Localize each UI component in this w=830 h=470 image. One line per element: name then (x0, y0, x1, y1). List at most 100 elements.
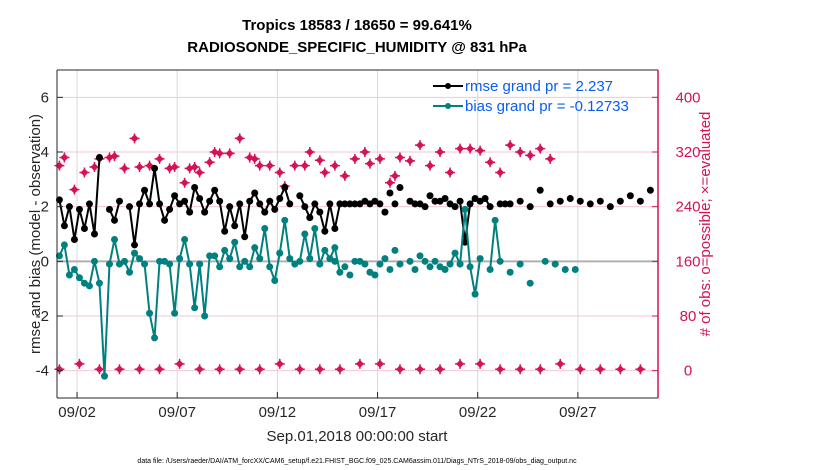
bias-point (131, 249, 139, 257)
obs-evaluated-point (515, 364, 526, 375)
bias-point (201, 312, 209, 320)
bias-point (176, 255, 184, 263)
bias-point (316, 260, 324, 268)
obs-possible-point (194, 167, 205, 178)
rmse-point (236, 200, 244, 208)
bias-point (491, 216, 499, 224)
rmse-point (286, 200, 294, 208)
rmse-point (391, 200, 399, 208)
bias-point (231, 238, 239, 246)
obs-marker-plus (635, 364, 646, 375)
bias-point (186, 260, 194, 268)
obs-marker-plus (384, 177, 395, 188)
obs-marker-plus (359, 147, 370, 157)
bias-point (571, 266, 579, 274)
bias-point (476, 255, 484, 263)
obs-marker-plus (204, 157, 215, 168)
bias-point (411, 266, 419, 274)
obs-marker-plus (194, 167, 205, 178)
rmse-point (216, 197, 224, 205)
obs-marker-plus (74, 358, 85, 369)
obs-evaluated-point (495, 364, 506, 375)
obs-marker-plus (364, 158, 375, 169)
obs-marker-plus (339, 170, 350, 181)
bias-point (100, 372, 108, 380)
x-tick-label: 09/12 (259, 404, 297, 421)
obs-possible-point (525, 150, 536, 161)
bias-point (266, 263, 274, 271)
rmse-point (246, 197, 254, 205)
bias-point (256, 255, 264, 263)
obs-marker-plus (89, 162, 100, 173)
x-tick-label: 09/27 (559, 404, 597, 421)
obs-marker-plus (319, 167, 330, 178)
chart-subtitle: RADIOSONDE_SPECIFIC_HUMIDITY @ 831 hPa (187, 39, 527, 56)
bias-point (471, 290, 479, 298)
obs-marker-plus (475, 358, 486, 369)
obs-evaluated-point (595, 364, 606, 375)
rmse-series (55, 153, 654, 249)
obs-marker-plus (314, 155, 325, 166)
bias-point (506, 268, 514, 276)
rmse-point (646, 186, 654, 194)
y-axis-label: rmse and bias (model - observation) (27, 114, 44, 354)
x-tick-label: 09/22 (459, 404, 497, 421)
obs-marker-plus (615, 364, 626, 375)
rmse-point (80, 225, 88, 233)
bias-point (55, 252, 63, 260)
bias-point (85, 282, 93, 290)
rmse-point (276, 194, 284, 202)
obs-possible-point (224, 148, 235, 159)
obs-marker-plus (535, 143, 546, 154)
obs-marker-plus (374, 153, 385, 164)
rmse-point (396, 184, 404, 192)
rmse-point (316, 208, 324, 216)
obs-marker-plus (54, 160, 65, 171)
obs-marker-plus (415, 140, 426, 151)
obs-marker-plus (289, 160, 300, 171)
obs-possible-point (274, 167, 285, 178)
bias-point (331, 244, 339, 252)
obs-possible-point (415, 140, 426, 151)
bias-point (166, 260, 174, 268)
rmse-point (586, 200, 594, 208)
obs-possible-point (364, 158, 375, 169)
obs-evaluated-point (535, 364, 546, 375)
obs-marker-plus (435, 364, 446, 375)
y2-axis-label: # of obs: o=possible; ×=evaluated (697, 112, 714, 337)
obs-marker-plus (119, 163, 130, 174)
bias-point (451, 249, 459, 257)
bias-point (306, 255, 314, 263)
obs-evaluated-point (334, 364, 345, 375)
obs-possible-point (204, 157, 215, 168)
obs-possible-point (329, 160, 340, 171)
rmse-point (251, 189, 259, 197)
rmse-point (266, 197, 274, 205)
rmse-point (596, 197, 604, 205)
obs-possible-point (475, 145, 486, 156)
bias-point (151, 334, 159, 342)
obs-possible-point (59, 152, 70, 163)
rmse-point (441, 194, 449, 202)
bias-point (90, 257, 98, 265)
rmse-point (306, 214, 314, 222)
bias-point (466, 263, 474, 271)
rmse-point (161, 216, 169, 224)
obs-evaluated-point (435, 364, 446, 375)
bias-point (95, 279, 103, 287)
obs-possible-point (485, 157, 496, 168)
obs-count-series (54, 133, 646, 375)
rmse-point (451, 203, 459, 211)
rmse-point (196, 194, 204, 202)
obs-marker-plus (334, 364, 345, 375)
rmse-point (110, 216, 118, 224)
obs-marker-plus (299, 160, 310, 171)
obs-marker-plus (485, 157, 496, 168)
obs-possible-point (89, 162, 100, 173)
rmse-point (516, 197, 524, 205)
bias-point (396, 260, 404, 268)
rmse-point (226, 203, 234, 211)
rmse-point (341, 200, 349, 208)
legend-bias-marker (445, 103, 451, 109)
